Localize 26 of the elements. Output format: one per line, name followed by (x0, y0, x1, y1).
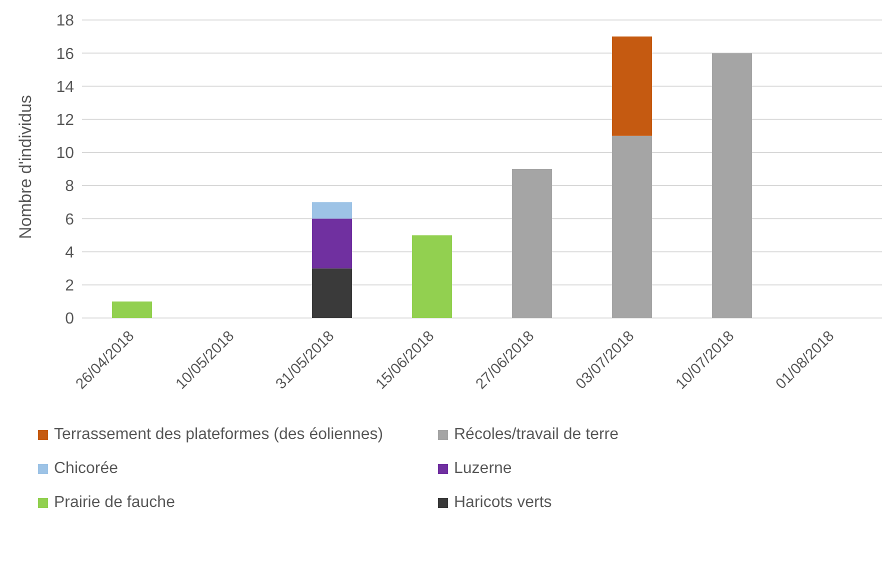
y-tick-label: 12 (56, 112, 74, 130)
legend-label: Récoles/travail de terre (454, 426, 619, 444)
legend-label: Haricots verts (454, 494, 552, 512)
legend-label: Luzerne (454, 460, 512, 478)
bar (312, 218, 352, 268)
y-tick-label: 10 (56, 145, 74, 162)
y-tick-label: 0 (65, 310, 74, 328)
bar (112, 301, 152, 318)
y-tick-label: 2 (65, 278, 74, 295)
y-tick-label: 16 (56, 46, 74, 63)
bar (612, 36, 652, 136)
bar (712, 53, 752, 318)
bar (612, 136, 652, 318)
bar (312, 202, 352, 219)
y-axis-title: Nombre d'individus (16, 94, 36, 239)
bar (412, 235, 452, 318)
bar (312, 268, 352, 318)
y-tick-label: 4 (65, 244, 74, 262)
y-tick-label: 8 (65, 178, 74, 196)
y-tick-label: 6 (65, 211, 74, 228)
legend-label: Prairie de fauche (54, 494, 175, 512)
y-tick-label: 14 (56, 78, 74, 96)
legend-label: Terrassement des plateformes (des éoliennes) (54, 426, 384, 444)
legend-label: Chicorée (54, 460, 118, 478)
bar (512, 169, 552, 318)
y-tick-label: 18 (56, 12, 74, 30)
